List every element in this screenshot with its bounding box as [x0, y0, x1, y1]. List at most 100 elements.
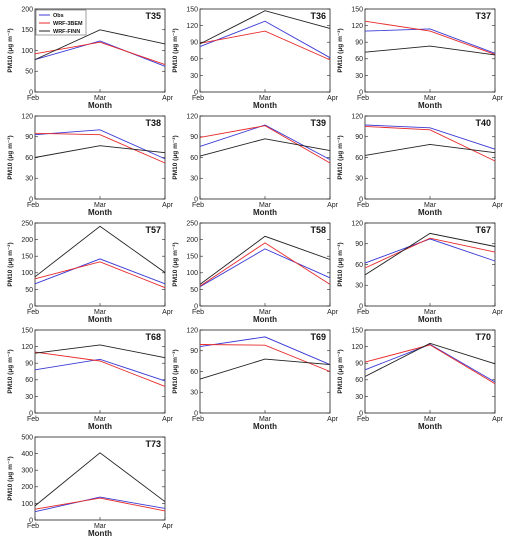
y-tick-label: 0 [194, 410, 198, 417]
series-line-obs [199, 248, 331, 288]
panel-title: T68 [145, 332, 161, 342]
series-line-wrf-3bem [199, 242, 331, 287]
x-tick-label: Apr [492, 95, 504, 102]
x-tick-label: Mar [424, 309, 437, 316]
series-line-wrf-3bem [364, 344, 496, 385]
x-axis-label: Month [418, 315, 442, 324]
series-line-wrf-finn [34, 344, 166, 359]
y-tick-label: 150 [21, 327, 33, 334]
y-tick-label: 60 [355, 377, 363, 384]
panel-t37: 0 30 60 90 120 150 Feb Mar Apr Month PM10 (μg m⁻³)… [337, 6, 504, 110]
x-tick-label: Apr [492, 309, 504, 316]
y-tick-label: 60 [355, 262, 363, 269]
series-line-obs [34, 129, 166, 160]
y-tick-label: 60 [190, 56, 198, 63]
x-axis-label: Month [418, 208, 442, 217]
panel-title: T57 [145, 225, 161, 235]
y-tick-label: 60 [25, 377, 33, 384]
series-line-obs [364, 28, 496, 54]
y-tick-label: 100 [186, 270, 198, 277]
series-line-wrf-3bem [364, 20, 496, 55]
panel-t40: 0 30 60 90 120 Feb Mar Apr Month PM10 (μg m⁻³) T40 [337, 113, 504, 217]
y-tick-label: 90 [355, 134, 363, 141]
plot-frame [34, 222, 166, 307]
y-tick-label: 60 [355, 56, 363, 63]
y-tick-label: 0 [359, 303, 363, 310]
x-tick-label: Mar [259, 416, 272, 423]
y-tick-label: 0 [194, 196, 198, 203]
series-line-wrf-finn [199, 10, 331, 45]
y-tick-label: 0 [29, 303, 33, 310]
y-tick-label: 30 [190, 176, 198, 183]
x-tick-label: Mar [424, 202, 437, 209]
y-tick-label: 200 [186, 237, 198, 244]
y-tick-label: 300 [21, 468, 33, 475]
x-tick-label: Feb [357, 202, 369, 209]
x-axis-label: Month [253, 315, 277, 324]
x-tick-label: Mar [424, 95, 437, 102]
panel-t68: 0 30 60 90 120 150 Feb Mar Apr Month PM10 (μg m⁻³)… [7, 327, 174, 431]
y-tick-label: 500 [21, 434, 33, 441]
series-line-wrf-finn [34, 145, 166, 158]
y-tick-label: 0 [194, 89, 198, 96]
x-tick-label: Feb [27, 416, 39, 423]
panel-title: T67 [475, 225, 491, 235]
y-tick-label: 90 [190, 40, 198, 47]
y-tick-label: 0 [29, 517, 33, 524]
y-tick-label: 250 [186, 220, 198, 227]
panel-t69: 0 30 60 90 120 Feb Mar Apr Month PM10 (μg m⁻³) T69 [172, 327, 339, 431]
x-tick-label: Apr [162, 523, 174, 530]
panel-t67: 0 30 60 90 120 Feb Mar Apr Month PM10 (μg m⁻³) T67 [337, 220, 504, 324]
plot-frame [199, 115, 331, 200]
series-line-obs [364, 238, 496, 264]
panel-t36: 0 30 60 90 120 150 Feb Mar Apr Month PM10 (μg m⁻³)… [172, 6, 339, 110]
x-tick-label: Mar [94, 202, 107, 209]
panel-t73: 0 100 200 300 400 500 Feb Mar Apr Month PM10 (μg m… [7, 434, 174, 538]
y-tick-label: 0 [29, 196, 33, 203]
series-line-wrf-finn [199, 235, 331, 285]
y-tick-label: 120 [351, 23, 363, 30]
x-tick-label: Feb [357, 95, 369, 102]
y-tick-label: 150 [351, 327, 363, 334]
series-line-obs [199, 20, 331, 59]
y-tick-label: 50 [25, 69, 33, 76]
x-axis-label: Month [253, 422, 277, 431]
panel-title: T58 [310, 225, 326, 235]
y-axis-label: PM10 (μg m⁻³) [7, 28, 14, 72]
series-line-wrf-finn [34, 225, 166, 278]
y-tick-label: 30 [190, 73, 198, 80]
legend-entry: WRF-FINN [53, 29, 80, 35]
y-axis-label: PM10 (μg m⁻³) [337, 349, 344, 393]
x-tick-label: Mar [259, 95, 272, 102]
x-tick-label: Apr [327, 309, 339, 316]
panel-title: T73 [145, 439, 161, 449]
x-tick-label: Feb [27, 202, 39, 209]
series-line-wrf-3bem [364, 237, 496, 269]
y-tick-label: 60 [190, 369, 198, 376]
plot-frame [199, 329, 331, 414]
series-line-wrf-finn [34, 452, 166, 507]
panel-t38: 0 30 60 90 120 Feb Mar Apr Month PM10 (μg m⁻³) T38 [7, 113, 174, 217]
y-axis-label: PM10 (μg m⁻³) [7, 456, 14, 500]
panel-title: T37 [475, 11, 491, 21]
plot-frame [199, 222, 331, 307]
series-line-wrf-finn [199, 138, 331, 157]
y-tick-label: 120 [186, 23, 198, 30]
y-tick-label: 0 [29, 89, 33, 96]
plot-frame [364, 329, 496, 414]
y-tick-label: 0 [359, 410, 363, 417]
x-tick-label: Mar [259, 202, 272, 209]
y-tick-label: 100 [21, 48, 33, 55]
panel-t57: 0 50 100 150 200 250 Feb Mar Apr Month PM10 (μg m⁻… [7, 220, 174, 324]
series-line-wrf-3bem [34, 497, 166, 512]
series-line-wrf-finn [364, 232, 496, 276]
series-line-wrf-3bem [199, 125, 331, 164]
panel-title: T39 [310, 118, 326, 128]
x-tick-label: Feb [192, 309, 204, 316]
x-tick-label: Mar [259, 309, 272, 316]
y-tick-label: 90 [190, 348, 198, 355]
y-tick-label: 60 [25, 155, 33, 162]
y-tick-label: 0 [194, 303, 198, 310]
x-tick-label: Feb [27, 95, 39, 102]
